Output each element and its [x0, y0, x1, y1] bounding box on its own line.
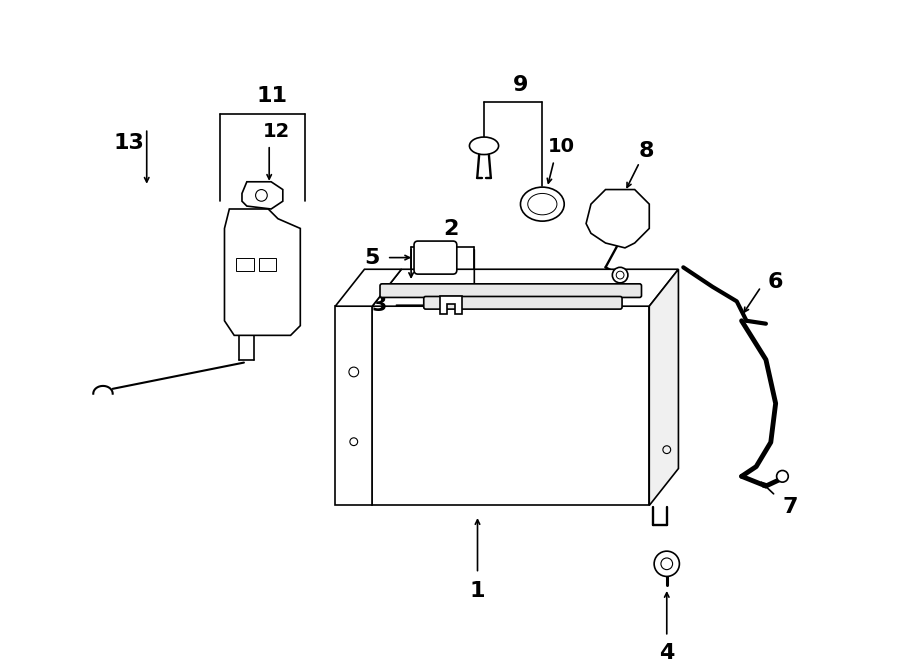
- Circle shape: [612, 267, 628, 283]
- Text: 2: 2: [443, 219, 458, 239]
- Text: 7: 7: [782, 498, 798, 518]
- Text: 13: 13: [113, 133, 145, 153]
- FancyBboxPatch shape: [424, 297, 622, 309]
- Text: 4: 4: [659, 643, 674, 661]
- Text: 6: 6: [768, 272, 783, 292]
- Text: 5: 5: [364, 248, 380, 268]
- Polygon shape: [373, 269, 679, 306]
- Text: 12: 12: [263, 122, 290, 141]
- Text: 8: 8: [639, 141, 654, 161]
- Polygon shape: [440, 297, 462, 314]
- Bar: [236, 258, 254, 271]
- Ellipse shape: [470, 137, 499, 155]
- FancyBboxPatch shape: [380, 284, 642, 297]
- FancyBboxPatch shape: [414, 241, 457, 274]
- Polygon shape: [336, 306, 373, 506]
- Polygon shape: [373, 306, 649, 506]
- Polygon shape: [224, 209, 301, 335]
- Text: 9: 9: [513, 75, 528, 95]
- Circle shape: [777, 471, 788, 482]
- Bar: [258, 258, 276, 271]
- Text: 1: 1: [470, 581, 485, 601]
- Text: 11: 11: [256, 86, 288, 106]
- Circle shape: [654, 551, 680, 576]
- Polygon shape: [649, 269, 679, 506]
- Text: 3: 3: [372, 295, 387, 315]
- Polygon shape: [336, 269, 401, 306]
- Text: 10: 10: [548, 137, 575, 156]
- Polygon shape: [242, 182, 283, 209]
- Polygon shape: [586, 190, 649, 248]
- Ellipse shape: [520, 187, 564, 221]
